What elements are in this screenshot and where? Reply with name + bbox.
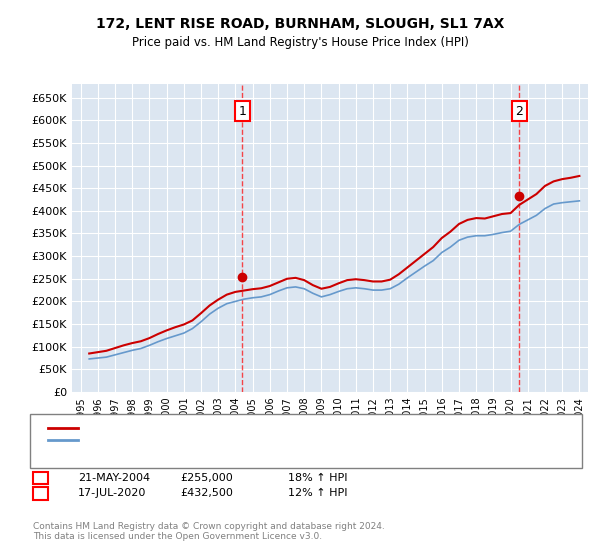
Text: £255,000: £255,000 [180,473,233,483]
Text: 18% ↑ HPI: 18% ↑ HPI [288,473,347,483]
Text: 2: 2 [515,105,523,118]
Text: 12% ↑ HPI: 12% ↑ HPI [288,488,347,498]
Text: 1: 1 [37,473,44,483]
Text: 172, LENT RISE ROAD, BURNHAM, SLOUGH, SL1 7AX: 172, LENT RISE ROAD, BURNHAM, SLOUGH, SL… [96,17,504,31]
Text: Contains HM Land Registry data © Crown copyright and database right 2024.
This d: Contains HM Land Registry data © Crown c… [33,522,385,542]
Text: 21-MAY-2004: 21-MAY-2004 [78,473,150,483]
Text: 2: 2 [37,488,44,498]
Text: 1: 1 [238,105,246,118]
Text: £432,500: £432,500 [180,488,233,498]
Text: Price paid vs. HM Land Registry's House Price Index (HPI): Price paid vs. HM Land Registry's House … [131,36,469,49]
Text: 172, LENT RISE ROAD, BURNHAM, SLOUGH, SL1 7AX (semi-detached house): 172, LENT RISE ROAD, BURNHAM, SLOUGH, SL… [81,423,454,433]
Text: HPI: Average price, semi-detached house, Buckinghamshire: HPI: Average price, semi-detached house,… [81,435,373,445]
Text: 17-JUL-2020: 17-JUL-2020 [78,488,146,498]
